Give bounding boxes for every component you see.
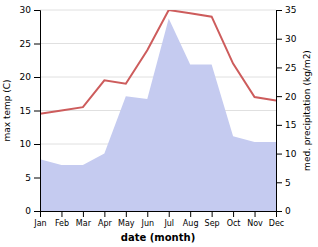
tick-label: 0 [25, 206, 31, 216]
tick-mark [34, 111, 40, 112]
tick: Feb [55, 211, 69, 228]
tick: 5 [276, 178, 291, 188]
tick-mark [276, 96, 282, 97]
line [40, 10, 276, 114]
tick-mark [276, 211, 282, 212]
axis-line [41, 212, 277, 218]
tick-label: 15 [20, 106, 31, 116]
tick-label: 30 [20, 5, 32, 15]
tick-mark [34, 211, 40, 212]
tick-label: 25 [285, 63, 296, 73]
tick-mark [212, 211, 213, 217]
tick-label: Dec [269, 219, 284, 228]
y2-axis-title: med. precipitation (kg/m2) [302, 50, 312, 171]
tick: 0 [276, 206, 291, 216]
tick-label: Aug [183, 219, 199, 228]
tick: 15 [20, 106, 40, 116]
tick: 30 [276, 34, 297, 44]
tick: Oct [227, 211, 241, 228]
tick-mark [276, 154, 282, 155]
tick: 25 [276, 63, 296, 73]
tick-label: Nov [247, 219, 263, 228]
tick-mark [61, 211, 62, 217]
tick: 20 [20, 72, 40, 82]
tick: Jun [141, 211, 155, 228]
tick-mark [255, 211, 256, 217]
tick-label: Jul [163, 219, 174, 228]
tick-label: 20 [285, 92, 297, 102]
tick: Jan [33, 211, 46, 228]
tick-label: 35 [285, 5, 296, 15]
tick-mark [276, 39, 282, 40]
plot: JanFebMarAprMayJunJulAugSepOctNovDec0510… [20, 5, 297, 227]
tick: 25 [20, 39, 40, 49]
x-axis: Jan Feb Mar Apr May Jun Jul Aug Sep Oct Nov Dec [33, 211, 284, 228]
tick: Mar [76, 211, 92, 228]
tick-mark [190, 211, 191, 217]
area [40, 19, 276, 211]
tick-label: 5 [25, 173, 31, 183]
y-axis-title: max temp (C) [2, 79, 12, 141]
tick-mark [34, 10, 40, 11]
tick: Aug [183, 211, 199, 228]
tick-label: Oct [227, 219, 241, 228]
tick-label: 10 [20, 139, 32, 149]
tick-mark [34, 178, 40, 179]
x-axis-title: date (month) [121, 232, 195, 243]
axis-line [277, 11, 283, 212]
tick-label: 30 [285, 34, 297, 44]
tick: May [118, 211, 135, 228]
tick-label: 25 [20, 39, 31, 49]
tick: 35 [276, 5, 296, 15]
tick: 15 [276, 120, 296, 130]
tick-label: Mar [76, 219, 92, 228]
tick-label: 15 [285, 120, 296, 130]
marks [40, 10, 276, 211]
tick-label: Jan [33, 219, 46, 228]
grid-line [40, 10, 276, 11]
y-axis: 0 5 10 15 20 25 30 [20, 5, 41, 216]
tick-mark [276, 67, 282, 68]
tick-mark [169, 211, 170, 217]
y2-axis: 0 5 10 15 20 25 30 35 [276, 5, 297, 216]
tick-label: Jun [141, 219, 155, 228]
axis-line [34, 11, 41, 212]
tick-mark [104, 211, 105, 217]
tick-mark [276, 182, 282, 183]
tick: Sep [205, 211, 220, 228]
tick-label: 5 [285, 178, 291, 188]
tick: 10 [20, 139, 40, 149]
tick: 20 [276, 92, 297, 102]
tick-mark [34, 77, 40, 78]
tick-label: 10 [285, 149, 297, 159]
tick-mark [126, 211, 127, 217]
tick: 5 [25, 173, 40, 183]
tick: 0 [25, 206, 40, 216]
tick-label: May [118, 219, 135, 228]
tick-mark [83, 211, 84, 217]
tick-label: Apr [98, 219, 113, 228]
tick: Nov [247, 211, 263, 228]
tick-mark [276, 125, 282, 126]
tick: 10 [276, 149, 297, 159]
tick-label: 20 [20, 72, 32, 82]
grid [40, 10, 276, 211]
tick-label: Sep [205, 219, 220, 228]
tick: Dec [269, 211, 284, 228]
tick-label: 0 [285, 206, 291, 216]
tick-label: Feb [55, 219, 69, 228]
chart: JanFebMarAprMayJunJulAugSepOctNovDec0510… [0, 0, 318, 247]
tick-mark [276, 10, 282, 11]
tick-mark [34, 44, 40, 45]
tick-mark [233, 211, 234, 217]
grid-line [40, 43, 276, 44]
tick: 30 [20, 5, 40, 15]
tick-mark [147, 211, 148, 217]
tick-mark [34, 144, 40, 145]
tick: Apr [98, 211, 113, 228]
tick: Jul [163, 211, 174, 228]
